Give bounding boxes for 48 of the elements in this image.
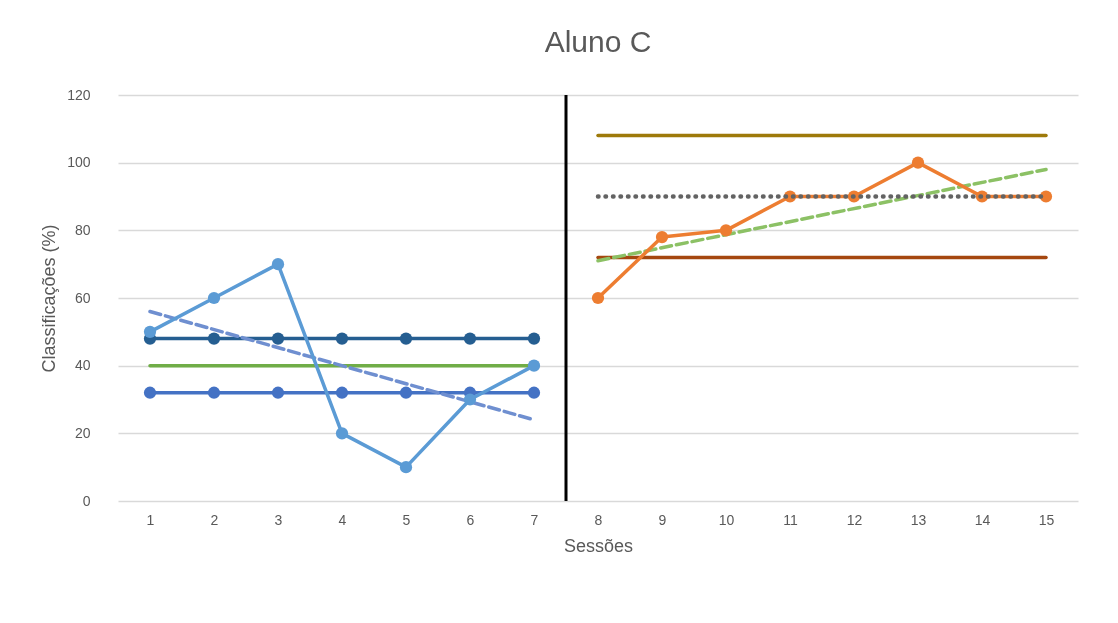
point (527, 332, 541, 345)
point (655, 230, 669, 244)
chart-title: Aluno C (544, 25, 652, 58)
y-tick-label: 120 (67, 86, 91, 103)
x-tick-label: 2 (210, 511, 219, 528)
x-tick-label: 14 (974, 511, 991, 528)
point (591, 291, 605, 305)
point (207, 291, 221, 305)
x-axis-title: Sessões (563, 535, 634, 556)
point (911, 156, 925, 169)
point (463, 393, 477, 406)
point (207, 332, 221, 345)
x-tick-label: 10 (718, 511, 735, 528)
point (335, 386, 349, 399)
x-tick-label: 5 (402, 511, 411, 528)
x-tick-label: 6 (466, 511, 475, 528)
y-tick-label: 80 (74, 221, 91, 238)
y-tick-label: 40 (74, 357, 91, 374)
y-tick-label: 20 (74, 424, 91, 441)
point (207, 386, 221, 399)
x-tick-label: 13 (910, 511, 927, 528)
x-tick-label: 15 (1038, 511, 1055, 528)
y-tick-label: 60 (74, 289, 91, 306)
point (335, 332, 349, 345)
x-tick-label: 1 (146, 511, 155, 528)
point (271, 386, 285, 399)
point (399, 461, 413, 474)
y-axis-title: Classificações (%) (39, 224, 60, 373)
x-tick-label: 11 (783, 511, 798, 528)
x-tick-label: 8 (594, 511, 603, 528)
x-tick-label: 9 (658, 511, 667, 528)
x-tick-label: 4 (338, 511, 347, 528)
point (463, 332, 477, 345)
x-tick-label: 3 (274, 511, 283, 528)
point (335, 427, 349, 440)
point (527, 359, 541, 372)
y-tick-label: 100 (67, 154, 91, 171)
point (143, 386, 157, 399)
x-tick-label: 12 (846, 511, 863, 528)
point (399, 386, 413, 399)
point (271, 332, 285, 345)
point (719, 224, 733, 237)
point (143, 325, 157, 338)
y-tick-label: 0 (82, 492, 91, 509)
point (527, 386, 541, 399)
point (399, 332, 413, 345)
x-tick-label: 7 (530, 511, 539, 528)
point (271, 258, 285, 271)
